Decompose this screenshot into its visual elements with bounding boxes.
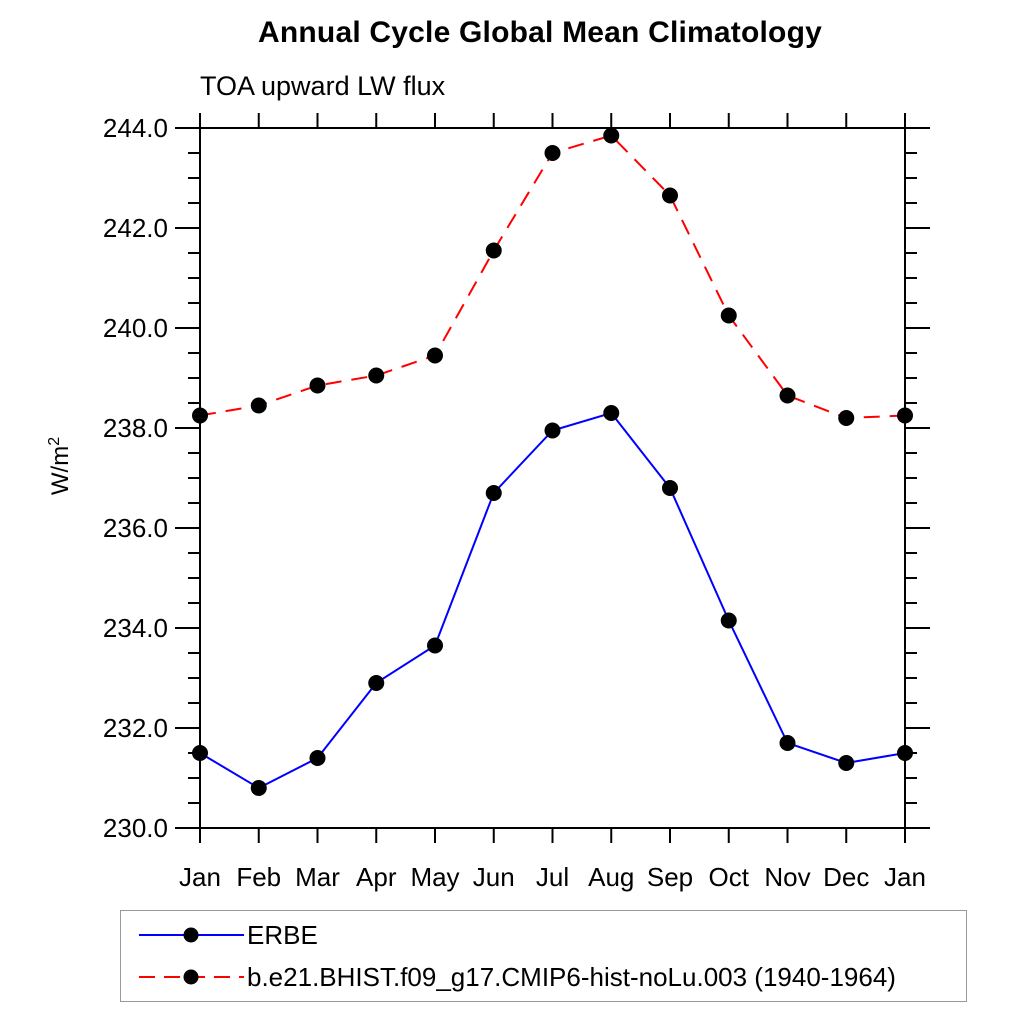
legend-swatch-solid-line-dot-icon [139, 927, 244, 943]
data-point-marker [368, 675, 385, 691]
x-axis-tick-label: Sep [647, 862, 693, 892]
data-point-marker [544, 422, 561, 439]
x-axis-tick-label: Mar [295, 862, 340, 892]
data-point-marker [309, 377, 326, 394]
data-point-marker [250, 780, 267, 796]
legend-swatch-dashed-line-dot-icon [139, 969, 244, 985]
data-point-marker [309, 750, 326, 766]
data-point-marker [544, 145, 561, 161]
series-line-1 [199, 134, 906, 420]
data-point-marker [838, 755, 855, 771]
x-axis-tick-label: Oct [709, 862, 750, 892]
y-axis-tick-label: 232.0 [103, 713, 168, 743]
x-axis-tick-label: Feb [236, 862, 281, 892]
x-axis-tick-label: Jun [473, 862, 515, 892]
data-point-marker [838, 410, 855, 426]
legend-entry-erbe: ERBE [139, 915, 966, 955]
data-point-marker [662, 187, 678, 204]
legend-label-model: b.e21.BHIST.f09_g17.CMIP6-hist-noLu.003 … [247, 961, 896, 992]
x-axis-tick-label: May [410, 862, 459, 892]
x-axis-tick-label: Apr [356, 862, 397, 892]
data-point-marker [603, 405, 620, 421]
data-point-marker [427, 637, 443, 654]
x-axis-tick-label: Jul [536, 862, 569, 892]
data-point-marker [779, 387, 796, 404]
data-point-marker [897, 407, 913, 424]
data-point-marker [485, 485, 502, 501]
data-point-marker [192, 407, 208, 424]
y-axis-label: W/m2 [46, 406, 78, 526]
data-point-marker [485, 242, 502, 259]
legend-label-erbe: ERBE [247, 919, 318, 950]
y-axis-tick-label: 236.0 [103, 513, 168, 543]
y-axis-label-exponent: 2 [46, 436, 63, 446]
legend-marker-dot [183, 969, 199, 985]
data-point-marker [603, 127, 620, 144]
series-line-0 [199, 411, 906, 790]
x-axis-tick-label: Aug [588, 862, 634, 892]
x-axis-tick-label: Nov [764, 862, 810, 892]
y-axis-tick-label: 230.0 [103, 813, 168, 843]
data-point-marker [368, 367, 385, 384]
x-axis-tick-label: Jan [179, 862, 221, 892]
y-axis-tick-label: 238.0 [103, 413, 168, 443]
y-axis-tick-label: 244.0 [103, 113, 168, 143]
x-axis-tick-label: Jan [884, 862, 926, 892]
legend-entry-model: b.e21.BHIST.f09_g17.CMIP6-hist-noLu.003 … [139, 957, 966, 997]
data-point-marker [192, 745, 208, 761]
plot-frame [199, 127, 906, 829]
legend-marker-dot [183, 927, 199, 943]
legend-box: ERBE b.e21.BHIST.f09_g17.CMIP6-hist-noLu… [120, 910, 967, 1002]
data-point-marker [779, 735, 796, 751]
y-axis-tick-label: 234.0 [103, 613, 168, 643]
data-point-marker [662, 480, 678, 496]
data-point-marker [897, 745, 913, 761]
chart-subtitle: TOA upward LW flux [200, 71, 446, 101]
data-point-marker [720, 307, 737, 324]
y-axis-tick-label: 240.0 [103, 313, 168, 343]
data-point-marker [250, 397, 267, 414]
y-axis-label-base: W/m [47, 445, 74, 496]
data-point-marker [427, 347, 443, 364]
x-axis-tick-label: Dec [823, 862, 869, 892]
y-axis-tick-label: 242.0 [103, 213, 168, 243]
data-point-marker [720, 612, 737, 629]
chart-title: Annual Cycle Global Mean Climatology [258, 16, 822, 49]
